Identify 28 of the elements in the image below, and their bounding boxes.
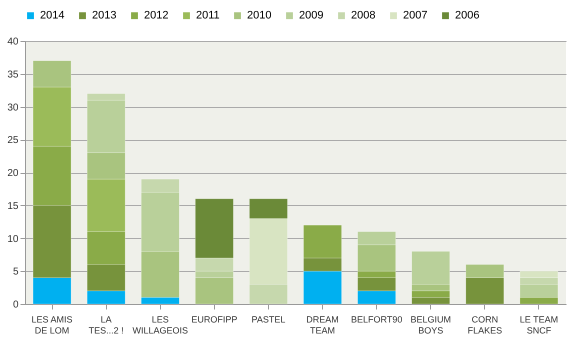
y-tick-label: 0: [12, 300, 19, 310]
x-tick-label: LA TES...2 !: [88, 314, 124, 336]
x-tick-label: DREAM TEAM: [306, 314, 339, 336]
x-tick-label: CORN FLAKES: [468, 314, 502, 336]
legend-label: 2006: [455, 10, 480, 22]
x-tick-label: BELFORT90: [350, 314, 402, 324]
legend-label: 2013: [92, 10, 116, 22]
y-tick-label: 10: [7, 234, 19, 245]
x-tick-label: EUROFIPP: [191, 314, 238, 324]
legend-label: 2012: [144, 10, 168, 22]
y-tick-label: 20: [7, 168, 19, 179]
y-tick-label: 5: [12, 266, 19, 278]
x-tick-label: BELGIUM BOYS: [410, 314, 452, 336]
x-tick-label: LES WILLAGEOIS: [132, 314, 188, 336]
y-tick-label: 15: [7, 200, 19, 212]
x-tick-label: PASTEL: [252, 314, 286, 324]
y-tick-label: 40: [7, 36, 19, 48]
y-tick-label: 35: [7, 69, 19, 80]
legend-label: 2009: [299, 10, 324, 22]
x-tick-label: LES AMIS DE LOM: [32, 314, 73, 336]
x-tick-label: LE TEAM SNCF: [520, 314, 558, 336]
y-tick-label: 25: [7, 135, 19, 146]
legend-label: 2007: [403, 10, 428, 22]
legend-label: 2008: [351, 10, 376, 22]
legend-label: 2010: [247, 10, 272, 22]
legend-label: 2011: [196, 10, 220, 22]
y-tick-label: 30: [7, 102, 19, 114]
legend-label: 2014: [40, 10, 64, 22]
